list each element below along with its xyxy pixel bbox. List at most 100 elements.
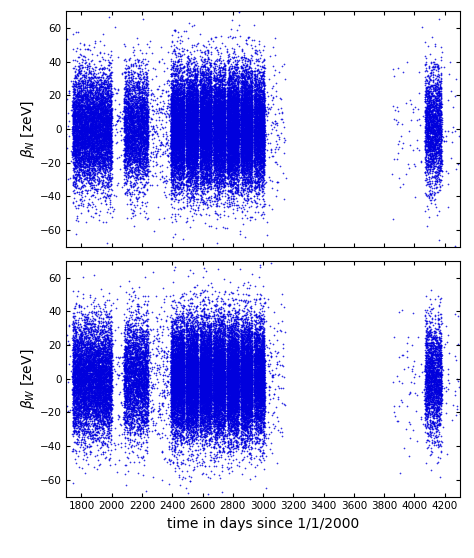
Point [89,92,97,100]
Point [210,87,218,96]
Point [211,386,219,395]
Point [169,116,177,125]
Point [233,131,241,140]
Point [228,392,235,401]
Point [177,333,184,341]
Point [187,358,195,367]
Point [260,142,268,151]
Point [237,152,245,161]
Point [179,98,187,107]
Point [171,429,178,437]
Point [226,425,233,434]
Point [190,99,197,108]
Point [244,433,252,442]
Point [244,379,252,388]
Point [224,406,231,415]
Point [227,118,234,127]
Point [190,136,198,145]
Point [91,405,98,414]
Point [92,348,100,357]
Point [253,95,260,104]
Point [174,397,182,406]
Point [189,155,196,164]
Point [252,178,259,187]
Point [199,110,207,119]
Point [217,181,225,190]
Point [189,122,197,131]
Point [204,329,211,338]
Point [242,91,249,100]
Point [71,389,78,398]
Point [438,156,446,165]
Point [88,90,95,99]
Point [255,174,262,182]
Point [432,150,439,158]
Point [177,119,184,128]
Point [139,336,147,345]
Point [248,363,255,372]
Point [83,105,91,114]
Point [213,395,220,403]
Point [221,381,228,390]
Point [432,382,440,391]
Point [219,368,227,377]
Point [201,163,209,172]
Point [200,377,207,386]
Point [227,411,235,420]
Point [243,434,250,442]
Point [230,368,237,377]
Point [168,377,176,386]
Point [77,358,85,367]
Point [239,339,247,348]
Point [132,170,140,179]
Point [196,148,203,157]
Point [186,344,194,353]
Point [230,365,238,374]
Point [240,415,248,424]
Point [240,376,248,385]
Point [86,96,93,105]
Point [228,386,236,395]
Point [187,397,194,406]
Point [438,379,445,388]
Point [216,64,223,73]
Point [85,386,92,395]
Point [218,336,226,345]
Point [200,347,208,355]
Point [193,105,201,114]
Point [219,424,227,433]
Point [80,85,87,94]
Point [105,390,113,399]
Point [199,421,207,430]
Point [217,384,225,393]
Point [246,361,254,370]
Point [256,142,264,151]
Point [141,330,149,339]
Point [210,150,218,158]
Point [121,126,128,135]
Point [178,138,185,147]
Point [74,411,82,420]
Point [138,377,146,386]
Point [126,122,134,131]
Point [424,329,432,338]
Point [258,340,265,349]
Point [239,371,246,380]
Point [241,158,249,167]
Point [146,167,153,176]
Point [233,142,241,151]
Point [232,129,240,138]
Point [89,108,96,117]
Point [106,127,113,136]
Point [71,414,79,423]
Point [227,160,235,169]
Point [83,132,91,141]
Point [424,128,432,137]
Point [204,371,211,379]
Point [136,155,144,163]
Point [226,343,233,352]
Point [270,307,277,316]
Point [220,373,228,382]
Point [426,92,434,101]
Point [216,67,223,76]
